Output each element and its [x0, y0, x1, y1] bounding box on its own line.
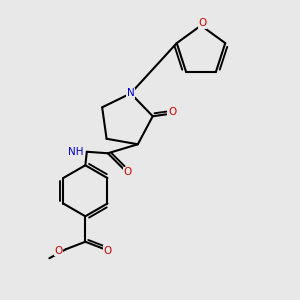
Text: NH: NH — [68, 147, 84, 157]
Text: O: O — [124, 167, 132, 177]
Text: O: O — [168, 107, 176, 117]
Text: O: O — [104, 246, 112, 256]
Text: N: N — [127, 88, 135, 98]
Text: O: O — [55, 246, 63, 256]
Text: O: O — [198, 18, 207, 28]
